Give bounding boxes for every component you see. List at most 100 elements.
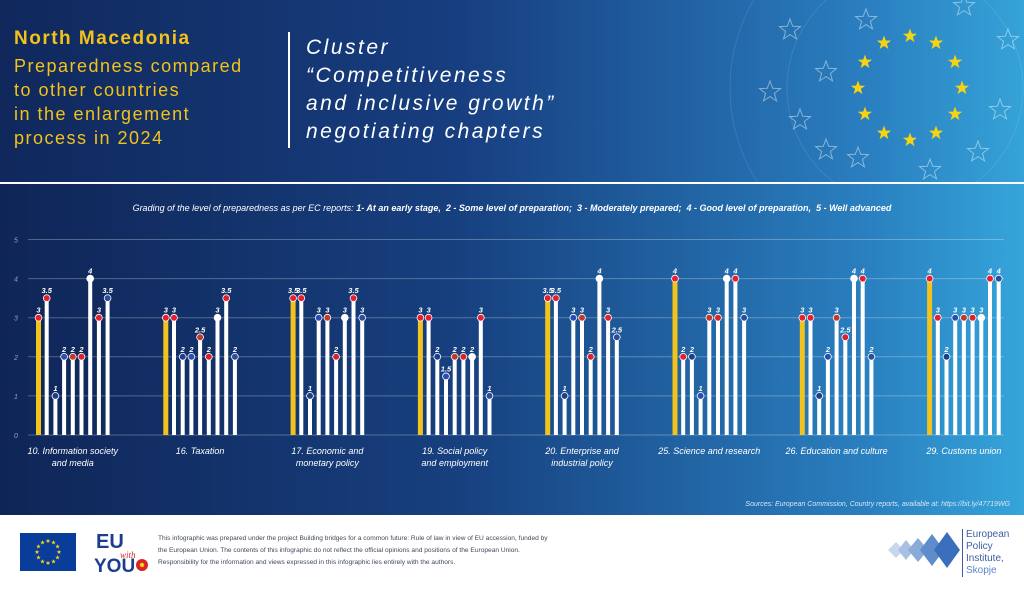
country-flag-icon [612,333,621,342]
bar [290,298,296,435]
country-flag-icon [586,353,595,361]
data-label: 3 [808,306,813,315]
data-label: 3 [580,306,585,315]
category-label: 26. Education and culture [785,446,888,456]
bar [316,317,321,435]
country-flag-icon [740,313,748,322]
subtitle: Preparedness compared to other countries… [14,54,243,150]
data-label: 3 [962,306,967,315]
cluster-line: Cluster [306,36,391,59]
data-label: 3 [742,306,747,315]
bar [869,356,874,435]
country-flag-icon [34,313,43,322]
data-label: 2 [70,345,76,354]
epi-line: European [966,529,1010,540]
bar [224,298,229,435]
grading-legend: Grading of the level of preparedness as … [0,203,1024,213]
data-label: 2 [588,345,594,354]
country-flag-icon [933,313,942,322]
outline-star-icon [814,137,838,161]
data-label: 3.5 [41,286,52,295]
country-flag-icon [977,313,986,322]
category-label: and media [52,458,94,468]
subtitle-line: in the enlargement [14,104,191,124]
data-label: 4 [596,267,602,276]
data-label: 2 [333,345,339,354]
bar [817,395,822,435]
data-label: 3 [707,306,712,315]
data-label: 2 [232,345,238,354]
bar [988,278,992,435]
bar [588,356,593,435]
data-label: 3.5 [348,286,359,295]
country-flag-icon [806,313,815,322]
source-note: Sources: European Commission, Country re… [745,501,1010,508]
eu-star-icon [850,80,866,95]
legend-grade-4: 4 - Good level of preparation, [686,203,812,213]
country-flag-icon [231,353,239,361]
bar [996,278,1001,435]
data-label: 2 [180,345,186,354]
country-flag-icon [222,294,231,302]
country-flag-icon [679,353,687,361]
country-flag-icon [349,294,358,302]
bar [843,337,848,435]
country-flag-icon [604,313,612,322]
eu-star-icon [876,35,892,49]
bar [944,356,949,435]
data-label: 3 [479,306,484,315]
subtitle-line: Preparedness compared [14,56,243,76]
data-label: 4 [851,267,857,276]
bar [435,356,440,435]
country-flag-icon [858,274,867,283]
country-flag-icon [841,333,850,342]
country-flag-icon [960,313,968,322]
country-flag-icon [986,274,994,283]
bar [53,395,58,435]
bar [452,356,457,435]
country-flag-icon [162,313,170,322]
data-label: 3 [343,306,348,315]
category-label: 25. Science and research [657,446,760,456]
data-label: 3 [97,306,102,315]
data-label: 1.5 [441,364,452,373]
data-label: 2 [206,345,212,354]
bar [860,278,865,435]
y-tick-label: 2 [13,355,18,362]
bar [342,317,347,435]
bar [461,356,466,435]
eu-star-icon [947,54,963,69]
country-flag-icon [306,392,314,400]
data-label: 2 [460,345,466,354]
bar [360,317,365,435]
bar [553,298,558,435]
title-block: North Macedonia Preparedness compared to… [14,28,243,150]
country-flag-icon [824,353,832,361]
data-label: 1 [699,384,703,393]
country-flag-icon [578,313,586,322]
data-label: 4 [860,267,866,276]
y-tick-label: 3 [14,316,18,323]
outline-star-icon [814,59,838,83]
data-label: 2 [868,345,874,354]
country-flag-icon [340,313,349,322]
bar [487,395,492,435]
country-flag-icon [332,353,340,361]
logo-eu-text: EU [96,531,124,553]
country-flag-icon [196,333,204,342]
data-label: 3.5 [296,286,307,295]
country-flag-icon [205,353,213,361]
bar [825,356,830,435]
logo-you-text: YOU [94,556,135,574]
y-tick-label: 5 [14,238,18,245]
data-label: 3 [800,306,805,315]
country-flag-icon [358,313,367,322]
bar [733,278,738,435]
country-flag-icon [213,313,222,322]
data-label: 2 [78,345,84,354]
category-label: 29. Customs union [925,446,1001,456]
country-flag-icon [323,313,332,322]
country-flag-icon [433,353,442,361]
country-flag-icon [569,313,578,322]
